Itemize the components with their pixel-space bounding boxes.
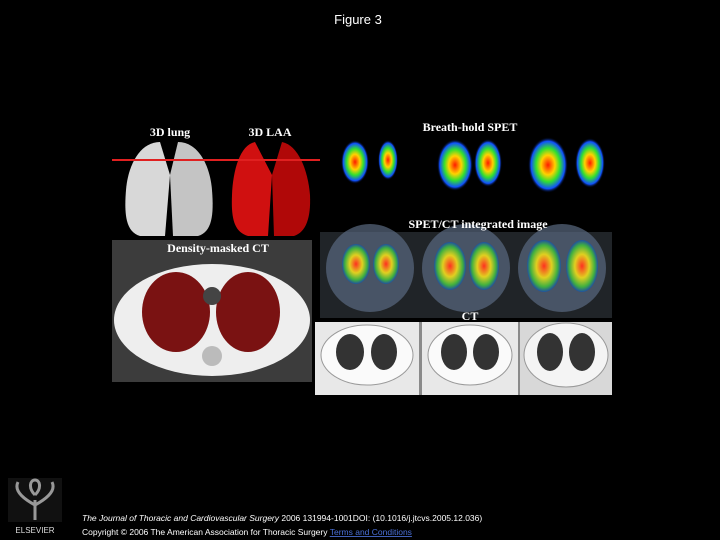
lung-masked <box>142 272 210 352</box>
spine <box>202 346 222 366</box>
lung-right <box>170 142 213 236</box>
citation: The Journal of Thoracic and Cardiovascul… <box>82 513 482 523</box>
fused-frame <box>518 224 606 312</box>
panel-label: SPET/CT integrated image <box>408 217 548 231</box>
ct-frame <box>315 322 419 395</box>
spet-frame <box>341 140 398 184</box>
panel-label: CT <box>462 309 479 323</box>
spet-frame <box>437 139 502 191</box>
terms-link[interactable]: Terms and Conditions <box>330 527 412 537</box>
ct-frame <box>422 322 518 395</box>
publisher-name: ELSEVIER <box>15 526 54 535</box>
fused-frame <box>422 224 510 312</box>
ct-frame <box>520 322 612 395</box>
copyright: Copyright © 2006 The American Associatio… <box>82 527 328 537</box>
trachea <box>203 287 221 305</box>
laa-right <box>272 142 311 236</box>
lung-masked <box>216 272 280 352</box>
citation-detail: 2006 131994-1001DOI: (10.1016/j.jtcvs.20… <box>279 513 482 523</box>
slide-title: Figure 3 <box>334 12 382 27</box>
panel-label: 3D LAA <box>248 125 291 139</box>
panel-label: Density-masked CT <box>167 241 269 255</box>
spet-frame <box>528 137 605 193</box>
lung-left <box>125 142 170 236</box>
publisher-logo <box>8 478 62 522</box>
fused-frame <box>326 224 414 312</box>
panel-label: Breath-hold SPET <box>423 120 518 134</box>
copyright-line: Copyright © 2006 The American Associatio… <box>82 527 412 537</box>
panel-label: 3D lung <box>150 125 190 139</box>
journal: The Journal of Thoracic and Cardiovascul… <box>82 513 280 523</box>
laa-left <box>231 142 272 236</box>
